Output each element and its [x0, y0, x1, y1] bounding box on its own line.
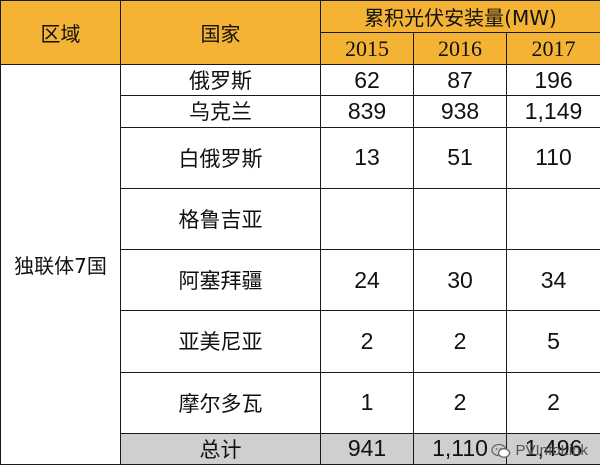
table-row: 阿塞拜疆 24 30 34	[1, 248, 600, 312]
value-cell: 2	[506, 371, 600, 434]
country-cell: 格鲁吉亚	[120, 187, 321, 251]
region-cell: 独联体7国	[0, 64, 121, 465]
table-row: 格鲁吉亚	[1, 187, 600, 251]
value-cell: 2	[413, 371, 507, 434]
value-cell	[320, 187, 414, 251]
value-cell: 24	[320, 248, 414, 312]
year-header-2016: 2016	[413, 32, 507, 66]
table-row: 独联体7国 俄罗斯 62 87 196	[0, 64, 600, 465]
value-cell: 30	[413, 248, 507, 312]
country-header: 国家	[120, 0, 321, 66]
value-cell	[506, 187, 600, 251]
wechat-icon	[491, 443, 511, 458]
value-cell: 5	[506, 310, 600, 373]
value-cell: 196	[506, 64, 600, 97]
value-cell: 13	[320, 126, 414, 189]
country-cell: 俄罗斯	[120, 64, 321, 97]
value-cell: 839	[320, 95, 414, 128]
table-row: 白俄罗斯 13 51 110	[1, 126, 600, 189]
country-cell: 白俄罗斯	[120, 126, 321, 189]
table-row: 乌克兰 839 938 1,149	[1, 95, 600, 128]
total-label: 总计	[120, 432, 321, 465]
country-cell: 乌克兰	[120, 95, 321, 128]
table-row: 摩尔多瓦 1 2 2	[1, 371, 600, 434]
watermark-text: PVInfoLink	[515, 442, 588, 459]
value-cell: 34	[506, 248, 600, 312]
value-cell: 51	[413, 126, 507, 189]
value-cell	[413, 187, 507, 251]
year-header-2015: 2015	[320, 32, 414, 66]
value-cell: 2	[413, 310, 507, 373]
total-row: 总计 941 1,110 1,496	[1, 432, 600, 465]
region-header: 区域	[0, 0, 121, 66]
watermark: PVInfoLink	[491, 442, 588, 459]
value-cell: 110	[506, 126, 600, 189]
country-cell: 亚美尼亚	[120, 310, 321, 373]
country-cell: 摩尔多瓦	[120, 371, 321, 434]
year-header-2017: 2017	[506, 32, 600, 66]
value-cell: 1,149	[506, 95, 600, 128]
country-cell: 阿塞拜疆	[120, 248, 321, 312]
total-value: 941	[320, 432, 414, 465]
value-cell: 938	[413, 95, 507, 128]
metric-header: 累积光伏安装量(MW)	[320, 0, 600, 34]
header-row: 区域 国家 累积光伏安装量(MW)	[0, 0, 600, 66]
table-row: 亚美尼亚 2 2 5	[1, 310, 600, 373]
value-cell: 87	[413, 64, 507, 97]
value-cell: 1	[320, 371, 414, 434]
value-cell: 2	[320, 310, 414, 373]
total-value: 1,110	[413, 432, 507, 465]
value-cell: 62	[320, 64, 414, 97]
